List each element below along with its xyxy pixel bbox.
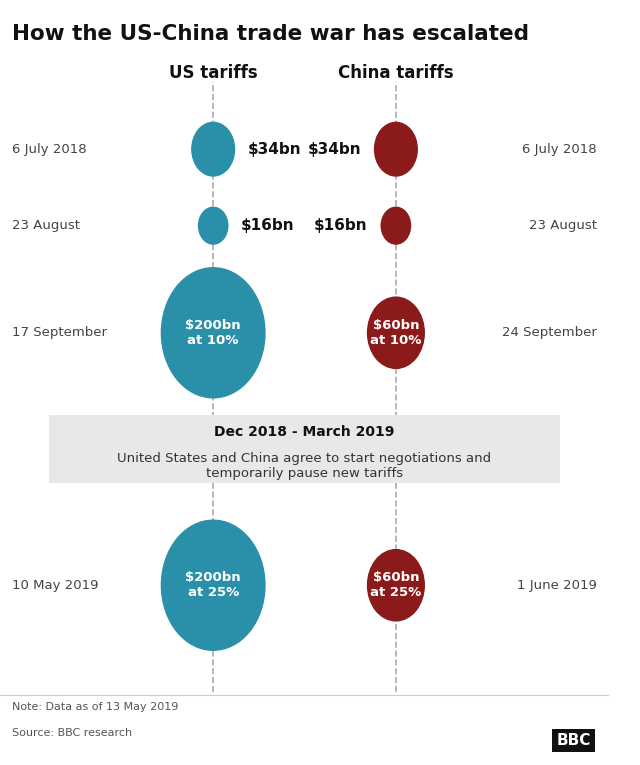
- Text: BBC: BBC: [556, 733, 591, 748]
- Text: $60bn
at 25%: $60bn at 25%: [371, 571, 422, 599]
- Text: 24 September: 24 September: [502, 327, 597, 339]
- Text: United States and China agree to start negotiations and
temporarily pause new ta: United States and China agree to start n…: [118, 452, 492, 480]
- Circle shape: [161, 520, 265, 650]
- Text: How the US-China trade war has escalated: How the US-China trade war has escalated: [12, 24, 529, 44]
- Circle shape: [367, 297, 424, 369]
- Text: China tariffs: China tariffs: [338, 63, 454, 82]
- Text: Source: BBC research: Source: BBC research: [12, 728, 132, 738]
- Text: 6 July 2018: 6 July 2018: [522, 143, 597, 155]
- Text: 1 June 2019: 1 June 2019: [517, 579, 597, 591]
- Text: $16bn: $16bn: [314, 218, 368, 233]
- Text: 10 May 2019: 10 May 2019: [12, 579, 99, 591]
- Text: 6 July 2018: 6 July 2018: [12, 143, 87, 155]
- Text: $34bn: $34bn: [308, 142, 361, 157]
- Text: Dec 2018 - March 2019: Dec 2018 - March 2019: [214, 425, 395, 439]
- Text: $34bn: $34bn: [248, 142, 301, 157]
- Text: $16bn: $16bn: [241, 218, 295, 233]
- Circle shape: [198, 207, 228, 244]
- Circle shape: [192, 122, 234, 176]
- Circle shape: [374, 122, 417, 176]
- Text: Note: Data as of 13 May 2019: Note: Data as of 13 May 2019: [12, 702, 179, 712]
- Text: 23 August: 23 August: [12, 220, 80, 232]
- Circle shape: [367, 549, 424, 621]
- Text: $200bn
at 25%: $200bn at 25%: [186, 571, 241, 599]
- Text: 17 September: 17 September: [12, 327, 107, 339]
- Text: US tariffs: US tariffs: [169, 63, 257, 82]
- Text: 23 August: 23 August: [529, 220, 597, 232]
- Text: $200bn
at 10%: $200bn at 10%: [186, 319, 241, 347]
- Text: $60bn
at 10%: $60bn at 10%: [370, 319, 422, 347]
- Circle shape: [161, 268, 265, 398]
- Circle shape: [381, 207, 410, 244]
- Bar: [49, 415, 561, 483]
